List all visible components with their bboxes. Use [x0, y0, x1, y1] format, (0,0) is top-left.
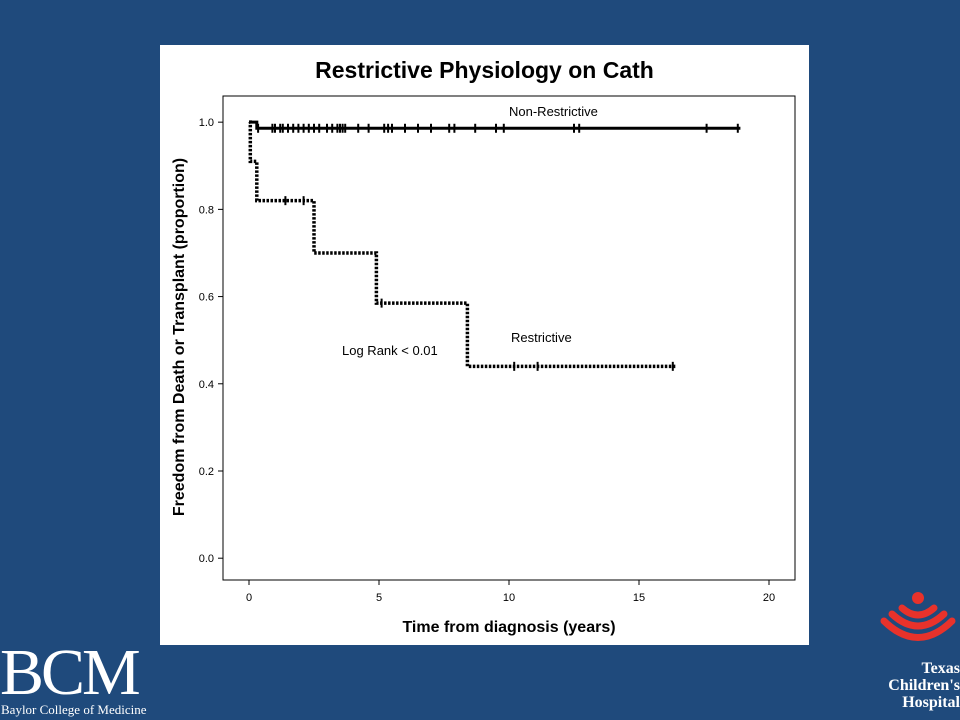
tch-logo-words: Texas Children's Hospital [868, 660, 960, 711]
tch-word-childrens: Children's [888, 677, 960, 694]
chart-panel: Restrictive Physiology on Cath Time from… [160, 45, 809, 645]
x-tick-label: 20 [763, 592, 775, 604]
y-tick-label: 0.8 [199, 204, 214, 216]
x-tick-label: 5 [376, 592, 382, 604]
tch-heart-symbol-icon [880, 592, 956, 641]
y-tick-label: 1.0 [199, 117, 214, 129]
series-line-non-restrictive [249, 120, 741, 130]
x-tick-label: 0 [246, 592, 252, 604]
y-tick-label: 0.4 [199, 379, 214, 391]
bcm-logo-name: Baylor College of Medicine [1, 702, 147, 717]
y-tick-label: 0.0 [199, 553, 214, 565]
tch-logo: Texas Children's Hospital [868, 588, 960, 720]
y-axis-label: Freedom from Death or Transplant (propor… [171, 158, 188, 516]
bcm-logo: BCM Baylor College of Medicine [0, 640, 170, 720]
x-tick-label: 15 [633, 592, 645, 604]
km-chart: Restrictive Physiology on Cath Time from… [171, 57, 796, 636]
y-tick-label: 0.6 [199, 292, 214, 304]
tch-word-hospital: Hospital [902, 694, 960, 711]
series-label-restrictive: Restrictive [511, 330, 572, 345]
series-line-restrictive [248, 120, 676, 369]
x-tick-label: 10 [503, 592, 515, 604]
chart-marks: 0.0 0.2 0.4 0.6 0.8 1.0 0 5 10 15 20 [199, 117, 775, 604]
series-label-non-restrictive: Non-Restrictive [509, 104, 598, 119]
x-axis-label: Time from diagnosis (years) [402, 619, 615, 636]
bcm-logo-letters: BCM [0, 636, 141, 709]
log-rank-annotation: Log Rank < 0.01 [342, 343, 438, 358]
tch-word-texas: Texas [921, 660, 960, 677]
plot-frame [222, 95, 796, 581]
chart-title: Restrictive Physiology on Cath [315, 57, 654, 83]
y-tick-label: 0.2 [199, 466, 214, 478]
